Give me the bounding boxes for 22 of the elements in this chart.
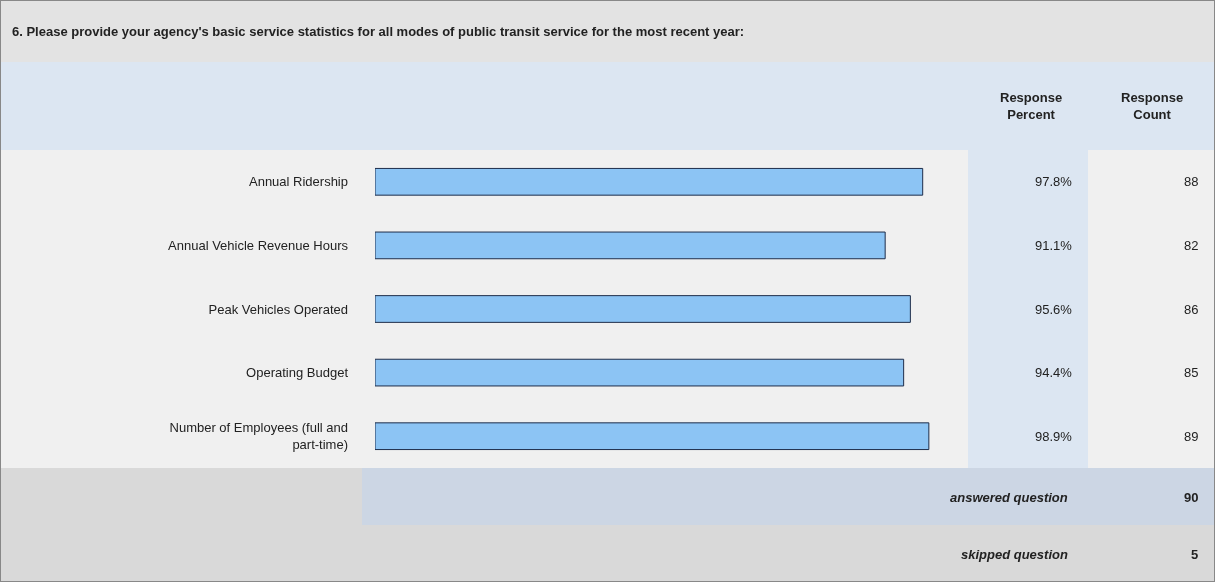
data-label: 91.1% [1035, 238, 1073, 253]
y-tick-label: Operating Budget [246, 365, 349, 381]
y-tick-label: Peak Vehicles Operated [208, 301, 348, 317]
y-tick-label: Annual Vehicle Revenue Hours [168, 237, 349, 253]
text: 85 [1184, 365, 1199, 380]
y-tick-label: Number of Employees (full and part-time) [169, 420, 348, 453]
text: 82 [1184, 238, 1199, 253]
text: 86 [1184, 302, 1199, 317]
data-label: 97.8% [1035, 174, 1073, 189]
text: 5 [1191, 547, 1199, 562]
data-label: 95.6% [1035, 302, 1073, 317]
text: 88 [1184, 174, 1199, 189]
text: Response Percent [1000, 90, 1063, 122]
text: skipped question [961, 547, 1068, 562]
text: 89 [1184, 429, 1199, 444]
data-label: 98.9% [1035, 429, 1073, 444]
y-tick-label: Annual Ridership [248, 174, 348, 190]
text: Response Count [1121, 90, 1184, 122]
chart-title: 6. Please provide your agency's basic service statistics for all modes of public transit service for the most recent year: [12, 24, 745, 39]
data-label: 94.4% [1035, 365, 1073, 380]
text: answered question [950, 490, 1068, 505]
text: 90 [1184, 490, 1199, 505]
